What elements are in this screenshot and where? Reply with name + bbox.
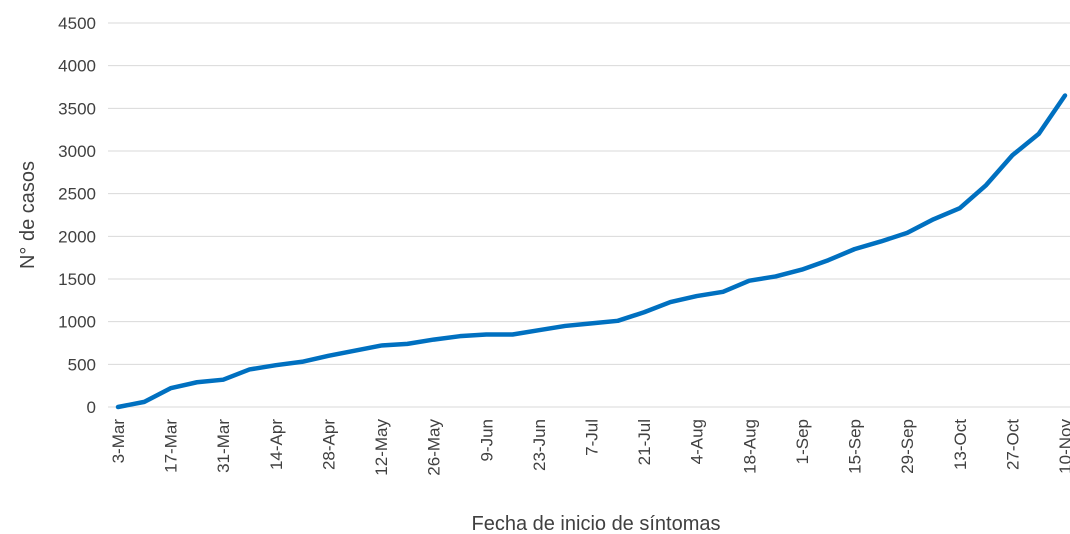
y-tick-label: 0 [87, 398, 96, 417]
x-tick-label: 15-Sep [846, 419, 865, 474]
x-tick-label: 31-Mar [214, 419, 233, 473]
y-tick-label: 3000 [58, 142, 96, 161]
x-tick-label: 12-May [372, 419, 391, 476]
x-tick-label: 26-May [425, 419, 444, 476]
x-tick-label: 13-Oct [951, 419, 970, 470]
y-tick-label: 2000 [58, 227, 96, 246]
y-tick-label: 1000 [58, 313, 96, 332]
data-line [115, 93, 1068, 410]
y-tick-label: 500 [68, 355, 96, 374]
x-tick-label: 29-Sep [898, 419, 917, 474]
y-tick-label: 2500 [58, 185, 96, 204]
y-tick-label: 4000 [58, 57, 96, 76]
x-tick-label: 14-Apr [267, 419, 286, 470]
x-tick-label: 23-Jun [530, 419, 549, 471]
y-tick-label: 3500 [58, 99, 96, 118]
x-tick-label: 21-Jul [635, 419, 654, 465]
y-tick-label: 4500 [58, 14, 96, 33]
x-tick-label: 4-Aug [688, 419, 707, 464]
x-tick-label: 17-Mar [162, 419, 181, 473]
x-tick-label: 7-Jul [583, 419, 602, 456]
x-tick-label: 9-Jun [477, 419, 496, 462]
x-tick-label: 10-Nov [1056, 419, 1070, 474]
x-tick-label: 28-Apr [319, 419, 338, 470]
x-axis-label: Fecha de inicio de síntomas [471, 513, 720, 534]
y-axis-label: N° de casos [17, 161, 39, 269]
x-tick-label: 3-Mar [109, 419, 128, 464]
x-tick-label: 27-Oct [1003, 419, 1022, 470]
x-tick-label: 1-Sep [793, 419, 812, 464]
x-tick-label: 18-Aug [740, 419, 759, 474]
y-tick-label: 1500 [58, 270, 96, 289]
